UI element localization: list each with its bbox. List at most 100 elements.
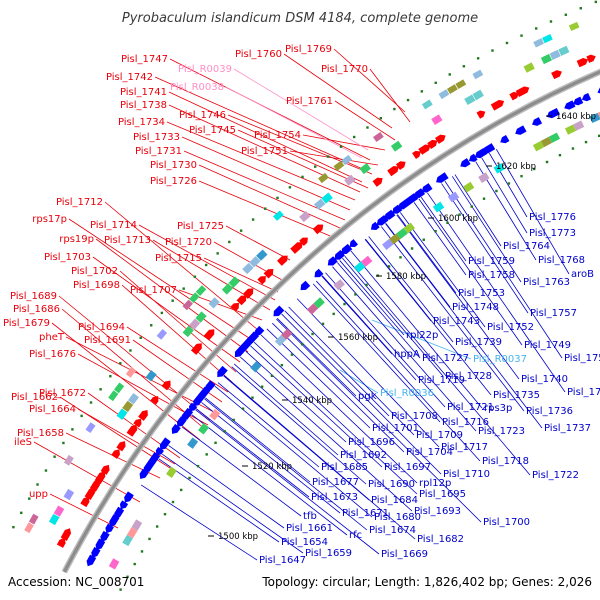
connector-line bbox=[321, 275, 417, 381]
forward-gene-label: ileS bbox=[14, 437, 32, 448]
tick-dot bbox=[280, 363, 284, 367]
tick-dot bbox=[462, 65, 466, 68]
tick-dot bbox=[89, 401, 93, 404]
connector-line bbox=[296, 298, 440, 448]
reverse-gene-arrow bbox=[149, 452, 161, 466]
gene-class-block bbox=[113, 382, 125, 394]
reverse-gene-label: Pisl_1709 bbox=[416, 430, 463, 441]
connector-line bbox=[233, 363, 339, 456]
gene-class-block bbox=[131, 519, 143, 531]
forward-gene-label: Pisl_1738 bbox=[120, 100, 167, 111]
tick-dot bbox=[434, 81, 437, 84]
forward-gene-label: Pisl_1720 bbox=[165, 237, 212, 248]
connector-line bbox=[444, 180, 563, 359]
tick-dot bbox=[163, 512, 167, 516]
reverse-gene-label: Pisl_1743 bbox=[433, 316, 480, 327]
kbp-tick-label: 1620 kbp bbox=[496, 162, 536, 172]
reverse-gene-label: Pisl_1693 bbox=[414, 506, 461, 517]
tick-dot bbox=[53, 455, 56, 458]
forward-gene-arrow bbox=[412, 150, 421, 159]
reverse-gene-arrow bbox=[124, 491, 134, 503]
forward-gene-arrow bbox=[490, 99, 505, 111]
forward-gene-label: Pisl_1761 bbox=[286, 96, 333, 107]
forward-gene-arrow bbox=[84, 487, 96, 501]
reverse-gene-label: Pisl_1680 bbox=[374, 512, 421, 523]
rna-gene-label: Pisl_R0038 bbox=[170, 82, 224, 93]
tick-dot bbox=[80, 414, 83, 418]
forward-gene-label: pheT bbox=[39, 332, 65, 343]
tick-dot bbox=[260, 385, 264, 388]
kbp-tick-label: 1580 kbp bbox=[386, 272, 426, 282]
reverse-gene-label: Pisl_1718 bbox=[482, 456, 529, 467]
tick-dot bbox=[241, 407, 245, 410]
gene-class-block bbox=[221, 283, 234, 295]
connector-line bbox=[399, 212, 486, 328]
gene-class-block bbox=[472, 69, 484, 80]
gene-class-block bbox=[24, 522, 34, 534]
forward-gene-label: Pisl_1679 bbox=[3, 318, 50, 329]
forward-gene-arrow bbox=[435, 134, 446, 144]
forward-gene-label: Pisl_1769 bbox=[285, 44, 332, 55]
reverse-gene-arrow bbox=[460, 158, 471, 168]
reverse-gene-label: Pisl_1721 bbox=[447, 402, 494, 413]
gene-class-block bbox=[198, 423, 210, 435]
connector-line bbox=[488, 153, 528, 218]
forward-gene-label: Pisl_1664 bbox=[29, 404, 76, 415]
forward-gene-label: Pisl_1725 bbox=[177, 221, 224, 232]
gene-class-block bbox=[403, 222, 415, 234]
forward-gene-label: Pisl_1742 bbox=[106, 72, 153, 83]
kbp-tick-label: 1640 kbp bbox=[556, 112, 596, 122]
reverse-gene-label: Pisl_1671 bbox=[342, 508, 389, 519]
kbp-tick-label: 1500 kbp bbox=[218, 532, 258, 542]
reverse-gene-label: Pisl_1768 bbox=[538, 255, 585, 266]
connector-line bbox=[385, 223, 543, 429]
forward-gene-arrow bbox=[576, 58, 589, 68]
tick-dot bbox=[301, 175, 304, 179]
reverse-gene-label: Pisl_1716 bbox=[442, 417, 489, 428]
kbp-tick-marks: 1500 kbp 1520 kbp 1540 kbp 1560 kbp 1580 kbp… bbox=[12, 0, 600, 591]
reverse-gene-label: Pisl_1690 bbox=[368, 479, 415, 490]
reverse-gene-arrow bbox=[370, 221, 380, 230]
connector-line bbox=[166, 121, 356, 201]
forward-gene-arrow bbox=[111, 449, 120, 459]
reverse-gene-label: Pisl_1723 bbox=[478, 426, 525, 437]
reverse-gene-label: Pisl_1763 bbox=[523, 277, 570, 288]
forward-gene-arrow bbox=[138, 410, 148, 421]
reverse-gene-label: Pisl_1728 bbox=[445, 371, 492, 382]
connector-line bbox=[371, 319, 472, 360]
gene-class-block bbox=[209, 409, 221, 421]
gene-class-block bbox=[313, 297, 325, 309]
gene-class-block bbox=[568, 21, 580, 31]
connector-line bbox=[168, 91, 363, 183]
forward-gene-arrow bbox=[515, 86, 530, 98]
gene-class-block bbox=[318, 172, 329, 184]
reverse-gene-label: Pisl_1692 bbox=[340, 450, 387, 461]
connector-line bbox=[126, 326, 229, 393]
forward-gene-arrow bbox=[161, 380, 171, 391]
connector-line bbox=[315, 280, 481, 462]
reverse-gene-label: aroB bbox=[571, 269, 594, 280]
gene-class-block bbox=[540, 136, 553, 148]
accession-label: Accession: NC_008701 bbox=[8, 575, 144, 589]
gene-class-block bbox=[313, 198, 326, 210]
tick-dot bbox=[352, 135, 356, 139]
reverse-gene-arrow bbox=[155, 446, 164, 456]
gene-class-block bbox=[540, 53, 553, 65]
forward-gene-label: Pisl_1689 bbox=[10, 291, 57, 302]
forward-gene-arrow bbox=[299, 237, 308, 246]
kbp-tick-label: 1600 kbp bbox=[438, 214, 478, 224]
tick-dot bbox=[193, 275, 197, 278]
forward-gene-arrow bbox=[312, 224, 324, 235]
connector-line bbox=[350, 250, 483, 409]
tick-dot bbox=[270, 374, 274, 378]
reverse-gene-label: rpl12p bbox=[419, 478, 451, 489]
tick-dot bbox=[290, 353, 294, 356]
tick-dot bbox=[188, 476, 191, 480]
tick-dot bbox=[571, 147, 575, 150]
gene-class-block bbox=[333, 160, 345, 172]
connector-line bbox=[65, 336, 215, 413]
reverse-gene-label: Pisl_1776 bbox=[529, 212, 576, 223]
tick-dot bbox=[228, 240, 231, 244]
kbp-tick-label: 1520 kbp bbox=[252, 462, 292, 472]
connector-line bbox=[276, 318, 357, 397]
